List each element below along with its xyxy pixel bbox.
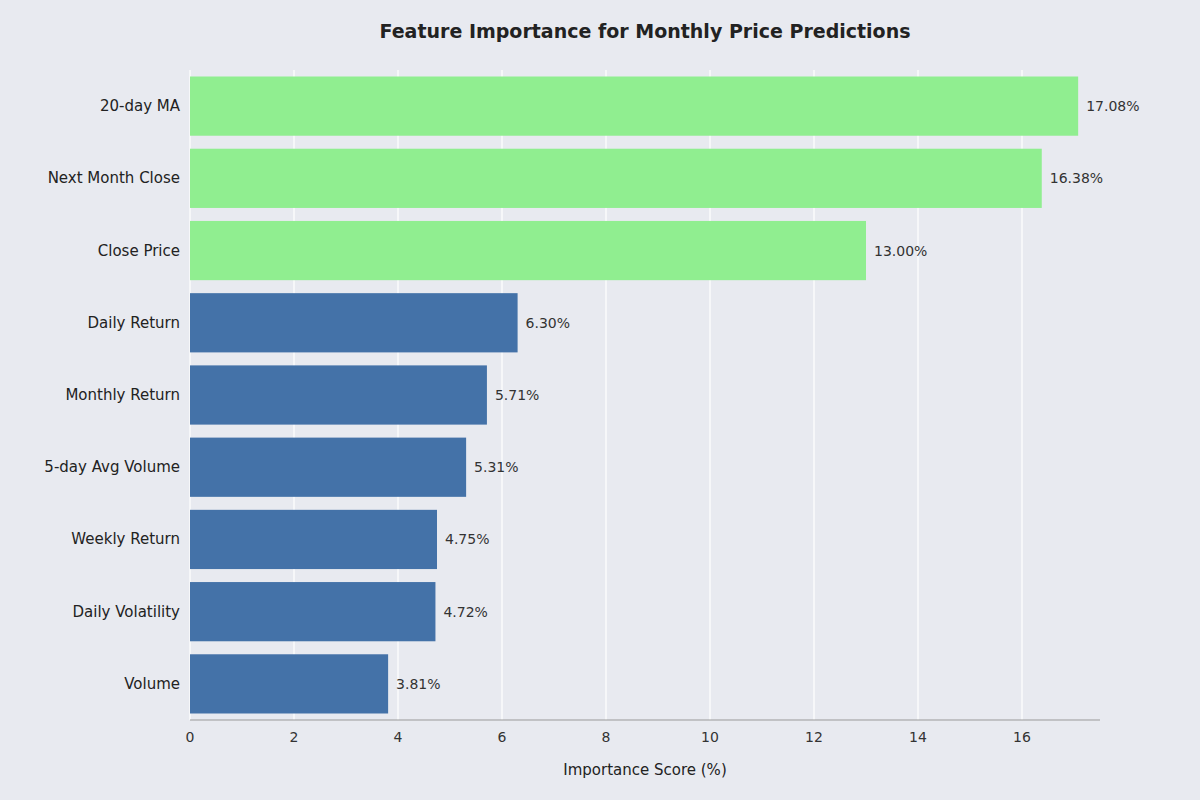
axis-line — [190, 720, 1100, 721]
bar — [190, 221, 866, 280]
category-label: Daily Return — [88, 314, 181, 332]
tick-label: 2 — [290, 729, 299, 745]
tick-label: 14 — [909, 729, 927, 745]
data-label: 3.81% — [396, 676, 440, 692]
axis-label: Importance Score (%) — [563, 761, 726, 779]
category-label: Daily Volatility — [73, 603, 181, 621]
category-label: Close Price — [98, 242, 180, 260]
tick-label: 4 — [394, 729, 403, 745]
data-label: 4.75% — [445, 531, 489, 547]
tick-label: 12 — [805, 729, 823, 745]
tick-label: 0 — [186, 729, 195, 745]
title: Feature Importance for Monthly Price Pre… — [379, 20, 910, 42]
page: {"chart_data": {"type": "bar", "orientat… — [0, 0, 1200, 800]
tick-label: 16 — [1013, 729, 1031, 745]
data-label: 6.30% — [526, 315, 570, 331]
bar — [190, 582, 435, 641]
category-label: Next Month Close — [48, 169, 180, 187]
data-label: 5.71% — [495, 387, 539, 403]
bar — [190, 654, 388, 713]
bars — [190, 77, 1078, 714]
data-label: 13.00% — [874, 243, 927, 259]
data-label: 16.38% — [1050, 170, 1103, 186]
tick-label: 8 — [602, 729, 611, 745]
background — [0, 0, 1200, 800]
data-label: 17.08% — [1086, 98, 1139, 114]
bar — [190, 365, 487, 424]
chart: 0 2 4 6 8 10 12 14 16 3.81% 4.72% 4.75% 5.31% 5.71% 6.… — [0, 0, 1200, 800]
category-label: 5-day Avg Volume — [44, 458, 180, 476]
bar — [190, 438, 466, 497]
data-label: 4.72% — [443, 604, 487, 620]
category-label: 20-day MA — [100, 97, 181, 115]
category-label: Volume — [124, 675, 180, 693]
tick-label: 6 — [498, 729, 507, 745]
bar — [190, 77, 1078, 136]
bar — [190, 149, 1042, 208]
category-label: Weekly Return — [71, 530, 180, 548]
data-label: 5.31% — [474, 459, 518, 475]
tick-label: 10 — [701, 729, 719, 745]
category-label: Monthly Return — [65, 386, 180, 404]
bar — [190, 510, 437, 569]
bar — [190, 293, 518, 352]
